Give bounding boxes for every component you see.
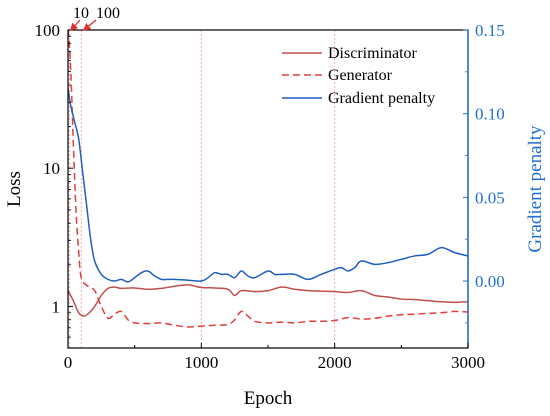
x-tick-label: 0 xyxy=(64,353,73,372)
legend-label-discriminator: Discriminator xyxy=(328,45,418,62)
annotation-10: 10 xyxy=(73,5,89,22)
series-gradient-penalty xyxy=(68,88,468,283)
legend: Discriminator Generator Gradient penalty xyxy=(282,45,435,107)
x-tick-label: 2000 xyxy=(318,353,352,372)
x-tick-label: 3000 xyxy=(451,353,485,372)
series-layer xyxy=(68,30,468,328)
left-axis-title: Loss xyxy=(4,171,25,207)
epoch-annotations: 10 100 xyxy=(69,5,120,32)
right-tick-label: 0.15 xyxy=(475,21,505,40)
plot-frame xyxy=(67,29,469,349)
annotation-100-arrow xyxy=(82,19,97,31)
vertical-guides xyxy=(68,30,336,348)
annotation-10-arrow xyxy=(69,19,81,32)
right-axis-title: Gradient penalty xyxy=(525,125,546,253)
right-tick-label: 0.10 xyxy=(475,105,505,124)
right-tick-label: 0.05 xyxy=(475,188,505,207)
legend-label-generator: Generator xyxy=(328,67,393,84)
left-tick-label: 10 xyxy=(43,159,60,178)
annotation-100: 100 xyxy=(96,5,120,22)
left-axis-ticks: 1 10 100 xyxy=(35,21,73,349)
legend-label-gradient-penalty: Gradient penalty xyxy=(328,90,435,107)
right-tick-label: 0.00 xyxy=(475,272,505,291)
series-discriminator xyxy=(68,284,468,317)
left-tick-label: 1 xyxy=(52,297,61,316)
series-generator xyxy=(68,30,468,328)
left-tick-label: 100 xyxy=(35,21,61,40)
x-axis-title: Epoch xyxy=(244,388,293,409)
x-axis-ticks: 0 1000 2000 3000 xyxy=(64,343,485,372)
x-tick-label: 1000 xyxy=(184,353,218,372)
right-axis-ticks: 0.00 0.05 0.10 0.15 xyxy=(463,21,505,324)
